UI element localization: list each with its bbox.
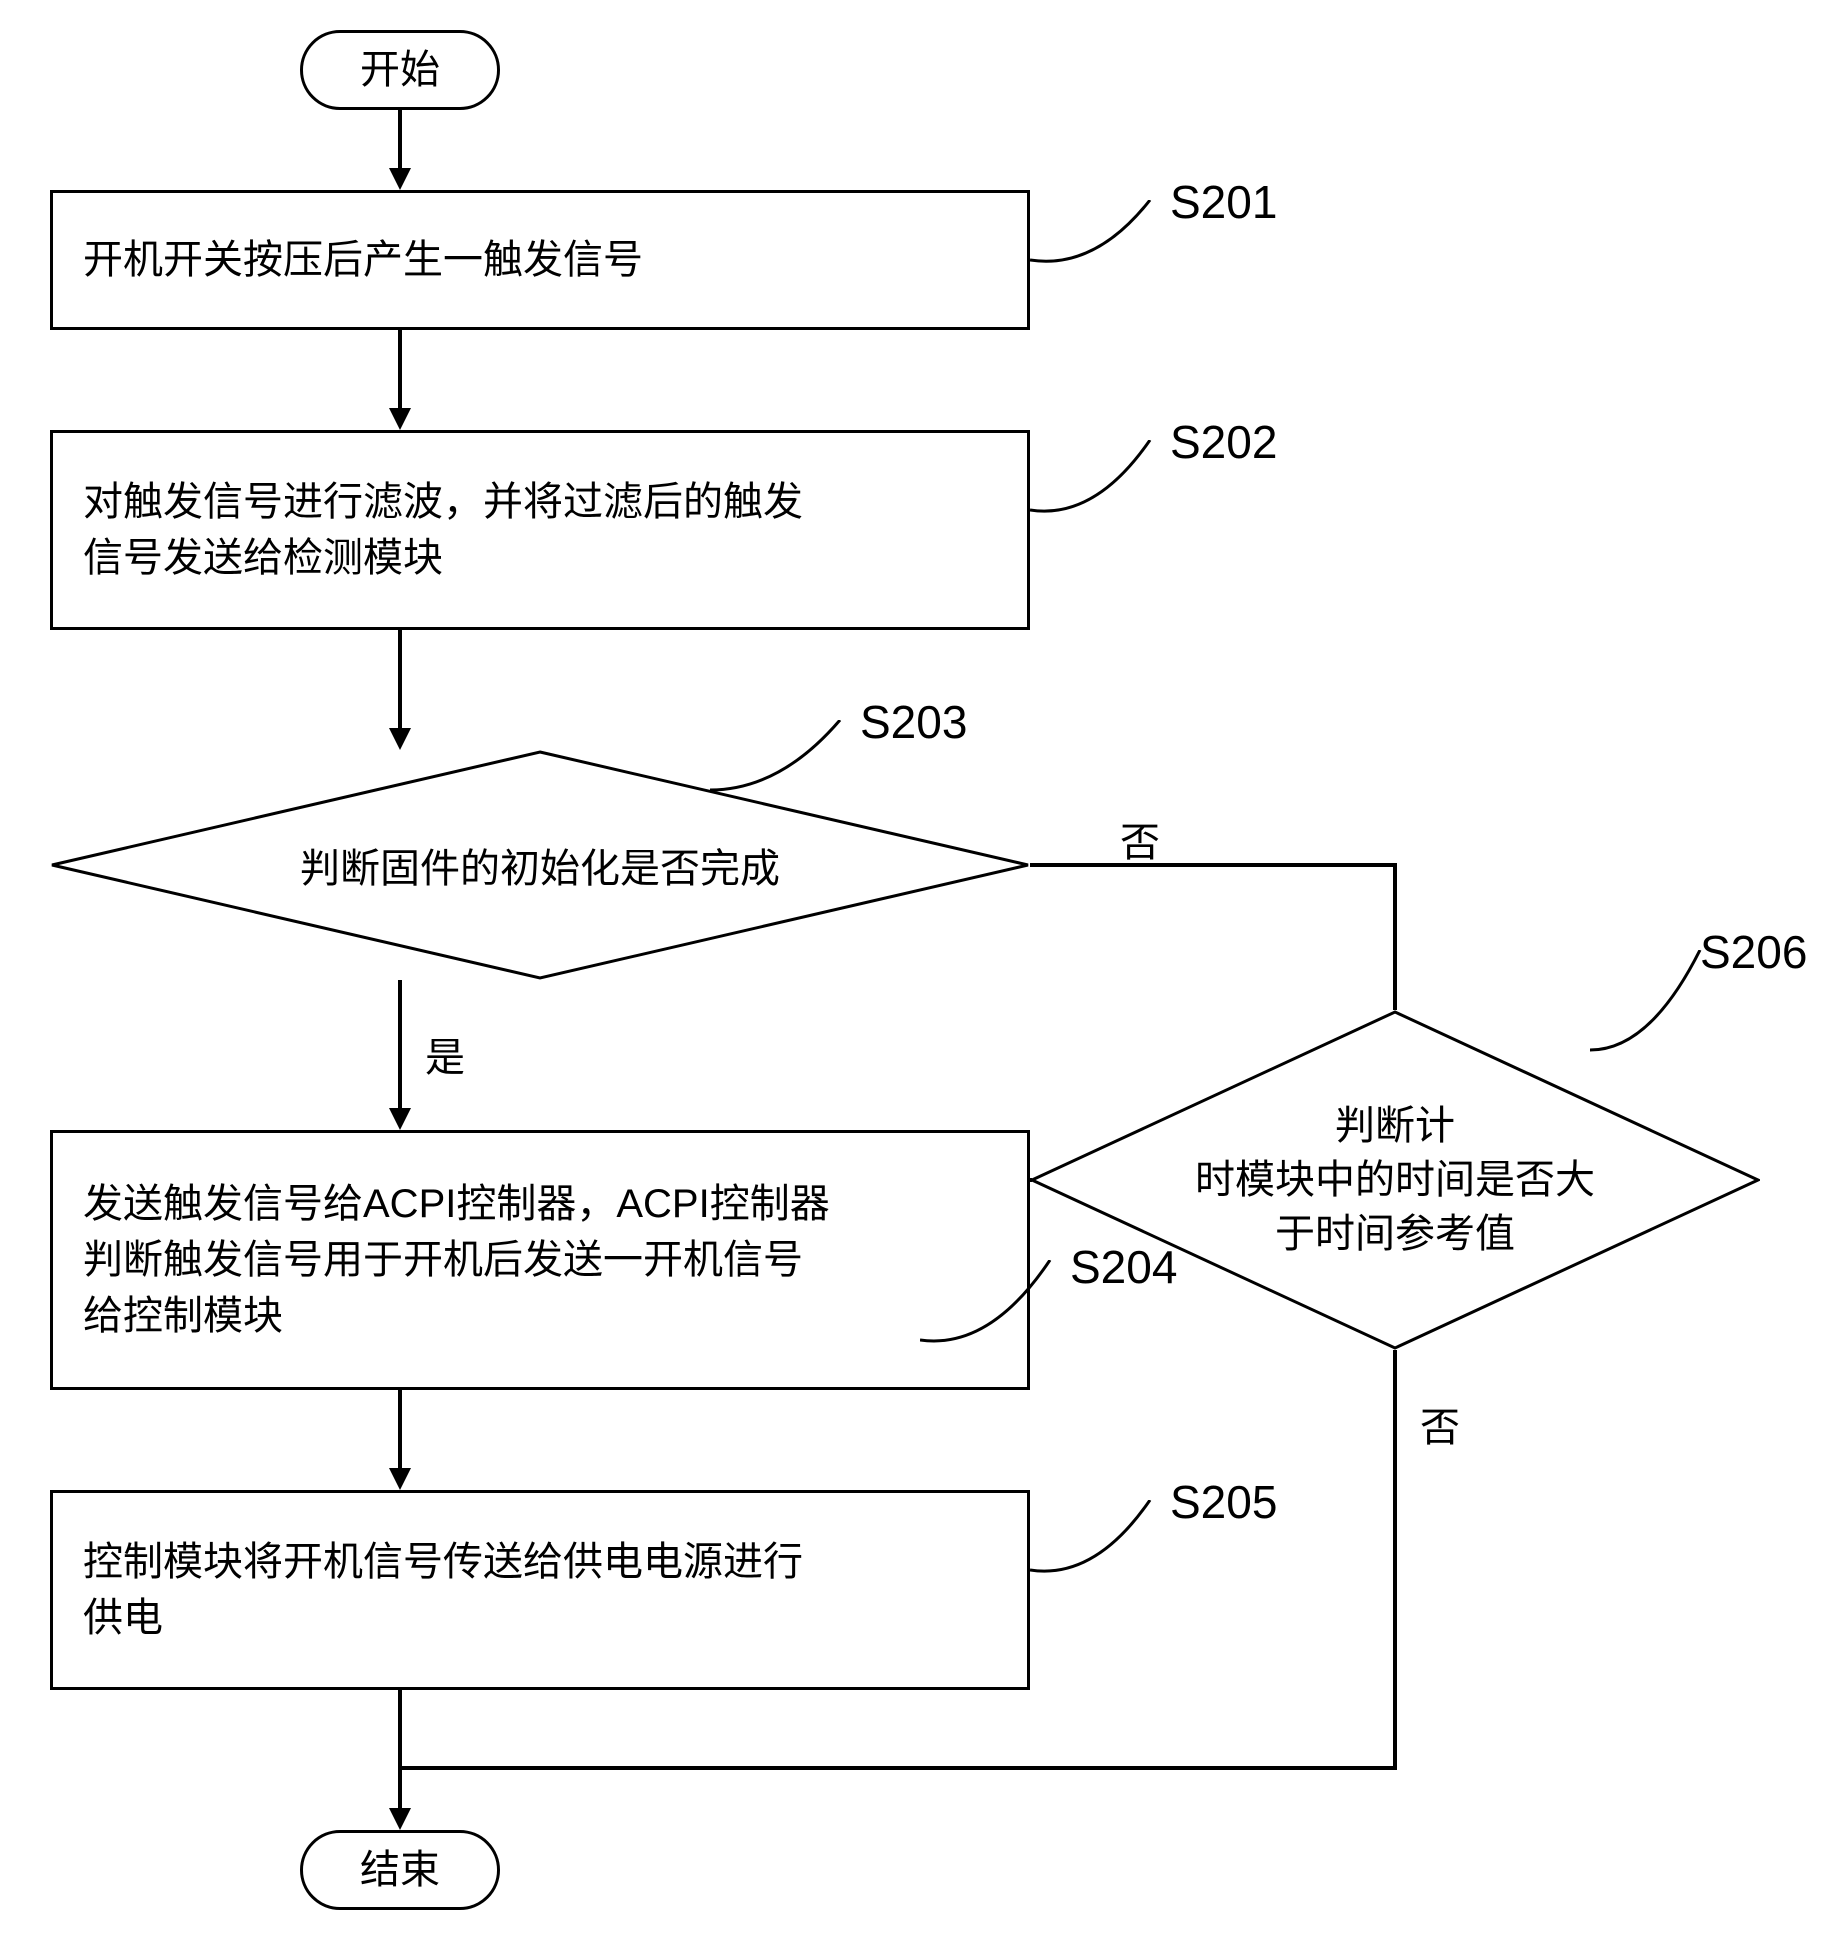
process-s202: 对触发信号进行滤波，并将过滤后的触发 信号发送给检测模块 xyxy=(50,430,1030,630)
process-s202-text: 对触发信号进行滤波，并将过滤后的触发 信号发送给检测模块 xyxy=(83,474,803,586)
edge-arrowhead xyxy=(389,1468,411,1490)
flowchart-canvas: 开始 开机开关按压后产生一触发信号 S201 对触发信号进行滤波，并将过滤后的触… xyxy=(0,0,1826,1940)
step-label-s201: S201 xyxy=(1170,175,1277,229)
connector-curve xyxy=(1590,950,1710,1060)
edge-label-yes: 是 xyxy=(425,1025,465,1083)
terminator-start: 开始 xyxy=(300,30,500,110)
edge-line xyxy=(398,1390,402,1470)
step-label-s203: S203 xyxy=(860,695,967,749)
terminator-start-label: 开始 xyxy=(360,42,440,98)
edge-arrowhead xyxy=(389,408,411,430)
process-s204: 发送触发信号给ACPI控制器，ACPI控制器 判断触发信号用于开机后发送一开机信… xyxy=(50,1130,1030,1390)
edge-line xyxy=(398,330,402,410)
terminator-end-label: 结束 xyxy=(360,1842,440,1898)
edge-label-no: 否 xyxy=(1420,1395,1460,1453)
edge-line xyxy=(398,1766,1397,1770)
process-s205: 控制模块将开机信号传送给供电电源进行 供电 xyxy=(50,1490,1030,1690)
decision-s206: 判断计 时模块中的时间是否大 于时间参考值 xyxy=(1030,1010,1760,1350)
decision-s206-text: 判断计 时模块中的时间是否大 于时间参考值 xyxy=(1195,1099,1595,1261)
edge-line xyxy=(1030,863,1395,867)
connector-curve xyxy=(710,720,850,800)
decision-s203: 判断固件的初始化是否完成 xyxy=(50,750,1030,980)
connector-curve xyxy=(1030,1500,1160,1590)
step-label-s204: S204 xyxy=(1070,1240,1177,1294)
connector-curve xyxy=(1030,200,1160,280)
connector-curve xyxy=(920,1260,1060,1360)
edge-line xyxy=(398,980,402,1110)
edge-label-no: 否 xyxy=(1120,810,1160,868)
process-s201: 开机开关按压后产生一触发信号 xyxy=(50,190,1030,330)
step-label-s202: S202 xyxy=(1170,415,1277,469)
step-label-s205: S205 xyxy=(1170,1475,1277,1529)
edge-arrowhead xyxy=(389,168,411,190)
connector-curve xyxy=(1030,440,1160,530)
edge-line xyxy=(1393,1350,1397,1770)
edge-line xyxy=(398,1690,402,1810)
process-s204-text: 发送触发信号给ACPI控制器，ACPI控制器 判断触发信号用于开机后发送一开机信… xyxy=(83,1176,830,1344)
edge-line xyxy=(398,630,402,730)
process-s201-text: 开机开关按压后产生一触发信号 xyxy=(83,232,643,288)
terminator-end: 结束 xyxy=(300,1830,500,1910)
decision-s203-text: 判断固件的初始化是否完成 xyxy=(300,836,780,894)
edge-arrowhead xyxy=(389,1108,411,1130)
edge-arrowhead xyxy=(389,1808,411,1830)
edge-line xyxy=(1393,863,1397,1010)
edge-arrowhead xyxy=(389,728,411,750)
edge-line xyxy=(398,110,402,170)
step-label-s206: S206 xyxy=(1700,925,1807,979)
process-s205-text: 控制模块将开机信号传送给供电电源进行 供电 xyxy=(83,1534,803,1646)
